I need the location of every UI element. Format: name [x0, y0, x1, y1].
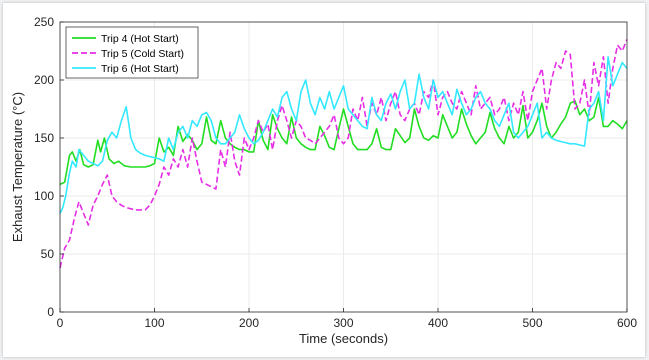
x-axis-label: Time (seconds) [299, 331, 388, 346]
x-tick-label: 600 [617, 316, 637, 330]
x-tick-label: 400 [428, 316, 448, 330]
x-tick-label: 300 [333, 316, 353, 330]
legend-label: Trip 5 (Cold Start) [101, 48, 184, 60]
y-axis-label: Exhaust Temperature (°C) [10, 92, 25, 242]
y-tick-label: 50 [41, 247, 55, 261]
legend-label: Trip 4 (Hot Start) [101, 33, 179, 45]
grid-lines [60, 22, 627, 312]
series-layer [59, 39, 628, 269]
y-tick-label: 250 [34, 15, 54, 29]
x-tick-label: 500 [522, 316, 542, 330]
series-line-3 [59, 55, 628, 214]
figure-frame: 0 100 200 300 400 500 600 0 50 100 150 200 250 Time … [3, 3, 645, 357]
y-tick-label: 150 [34, 131, 54, 145]
y-tick-label: 0 [47, 305, 54, 319]
axis-ticks: 0 100 200 300 400 500 600 0 50 100 150 200 250 [34, 15, 637, 330]
y-tick-label: 100 [34, 189, 54, 203]
series-line-1 [59, 96, 628, 186]
legend-box [65, 26, 199, 79]
legend: Trip 4 (Hot Start) Trip 5 (Cold Start) Tri… [65, 26, 199, 79]
line-chart: 0 100 200 300 400 500 600 0 50 100 150 200 250 Time … [10, 15, 637, 346]
y-tick-label: 200 [34, 73, 54, 87]
x-tick-label: 0 [57, 316, 64, 330]
series-line-2 [59, 39, 628, 269]
legend-label: Trip 6 (Hot Start) [101, 63, 179, 75]
x-tick-label: 100 [144, 316, 164, 330]
x-tick-label: 200 [239, 316, 259, 330]
